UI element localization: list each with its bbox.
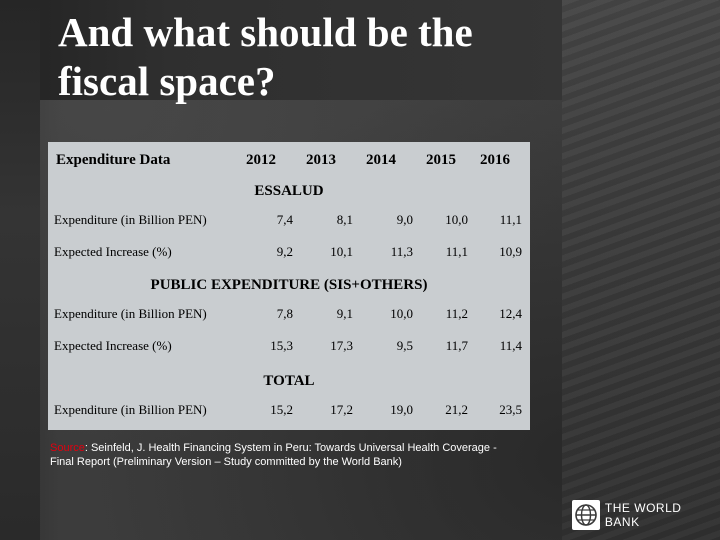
section-title: ESSALUD: [254, 182, 324, 199]
right-decor-strip: [562, 0, 720, 540]
section-title: PUBLIC EXPENDITURE (SIS+OTHERS): [150, 276, 428, 293]
table-row: Expected Increase (%) 15,3 17,3 9,5 11,7…: [48, 330, 530, 362]
table-cell: 15,3: [270, 338, 293, 353]
table-cell: 9,1: [336, 306, 353, 321]
source-label: Source: [50, 442, 85, 454]
row-label: Expenditure (in Billion PEN): [54, 402, 207, 417]
header-year: 2016: [480, 151, 510, 168]
section-title: TOTAL: [263, 372, 315, 389]
slide-title: And what should be the fiscal space?: [58, 9, 473, 104]
table-cell: 11,1: [499, 212, 522, 227]
table-cell: 7,4: [276, 212, 293, 227]
table-cell: 9,0: [396, 212, 413, 227]
table-header-row: Expenditure Data 2012 2013 2014 2015 201…: [48, 144, 530, 176]
row-label: Expected Increase (%): [54, 244, 172, 259]
table-cell: 10,9: [499, 244, 522, 259]
table-cell: 9,2: [276, 244, 293, 259]
table-cell: 23,5: [499, 402, 522, 417]
table-cell: 12,4: [499, 306, 522, 321]
table-cell: 15,2: [270, 402, 293, 417]
row-label: Expenditure (in Billion PEN): [54, 212, 207, 227]
table-cell: 11,7: [445, 338, 468, 353]
table-cell: 11,1: [445, 244, 468, 259]
table-cell: 17,3: [330, 338, 353, 353]
table-cell: 10,0: [390, 306, 413, 321]
table-cell: 11,4: [499, 338, 522, 353]
row-label: Expenditure (in Billion PEN): [54, 306, 207, 321]
globe-icon: [572, 500, 600, 530]
table-cell: 8,1: [336, 212, 353, 227]
source-text: : Seinfeld, J. Health Financing System i…: [50, 442, 497, 468]
table-cell: 17,2: [330, 402, 353, 417]
table-cell: 11,3: [390, 244, 413, 259]
row-label: Expected Increase (%): [54, 338, 172, 353]
header-year: 2015: [426, 151, 456, 168]
table-row: Expenditure (in Billion PEN) 15,2 17,2 1…: [48, 394, 530, 426]
title-band: [0, 0, 562, 100]
table-row: Expenditure (in Billion PEN) 7,8 9,1 10,…: [48, 298, 530, 330]
header-year: 2014: [366, 151, 396, 168]
table-cell: 21,2: [445, 402, 468, 417]
table-cell: 10,0: [445, 212, 468, 227]
left-decor-strip: [0, 0, 40, 540]
logo-text: THE WORLD BANK: [604, 501, 682, 529]
header-year: 2012: [246, 151, 276, 168]
table-cell: 9,5: [396, 338, 413, 353]
table-cell: 11,2: [445, 306, 468, 321]
table-cell: 7,8: [276, 306, 293, 321]
header-year: 2013: [306, 151, 336, 168]
table-row: Expected Increase (%) 9,2 10,1 11,3 11,1…: [48, 236, 530, 268]
source-note: Source: Seinfeld, J. Health Financing Sy…: [50, 441, 520, 469]
table-cell: 10,1: [330, 244, 353, 259]
header-label: Expenditure Data: [56, 151, 171, 168]
table-row: Expenditure (in Billion PEN) 7,4 8,1 9,0…: [48, 204, 530, 236]
world-bank-logo: THE WORLD BANK: [572, 498, 712, 532]
expenditure-table: Expenditure Data 2012 2013 2014 2015 201…: [48, 142, 530, 430]
table-cell: 19,0: [390, 402, 413, 417]
